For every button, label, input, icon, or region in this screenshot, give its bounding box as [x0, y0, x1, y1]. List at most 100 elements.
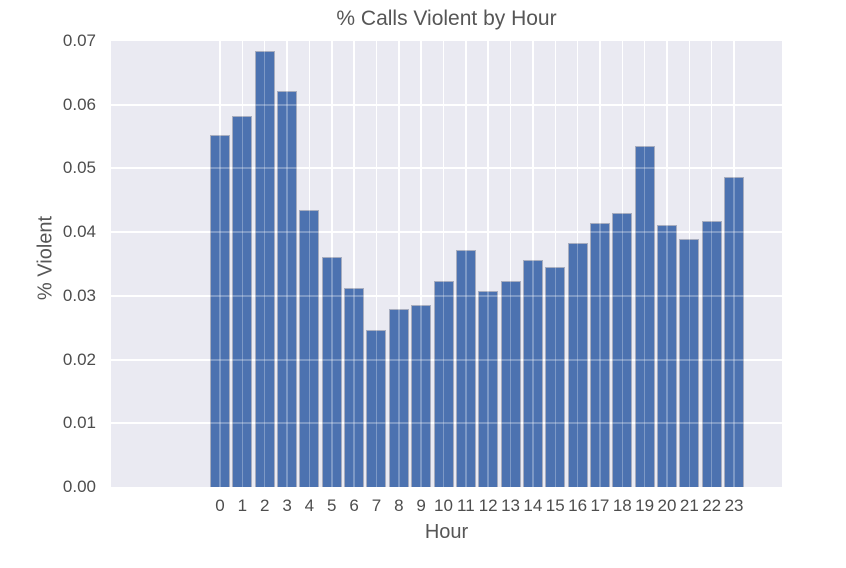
- x-tick-label: 10: [434, 496, 453, 515]
- x-tick-label: 1: [237, 496, 248, 515]
- x-tick-label: 21: [679, 496, 699, 515]
- v-gridline-overlay: [353, 41, 355, 487]
- x-tick-label: 0: [215, 496, 225, 515]
- bar: [455, 249, 476, 487]
- chart-title: % Calls Violent by Hour: [336, 7, 557, 30]
- x-tick-label: 11: [457, 496, 475, 515]
- x-tick-label: 8: [394, 496, 404, 515]
- v-gridline-overlay: [286, 41, 288, 487]
- v-gridline-overlay: [621, 41, 624, 487]
- v-gridline-overlay: [442, 41, 445, 487]
- h-gridline-overlay: [111, 167, 782, 170]
- bar: [500, 280, 521, 487]
- x-tick-label: 13: [501, 496, 521, 515]
- x-tick-label: 15: [545, 496, 565, 515]
- y-tick-label: 0.03: [62, 285, 96, 305]
- bar: [232, 115, 253, 487]
- v-gridline-overlay: [509, 41, 512, 487]
- x-axis-label: Hour: [424, 521, 469, 543]
- v-gridline-overlay: [263, 41, 266, 487]
- v-gridline-overlay: [308, 41, 311, 487]
- bar: [567, 242, 588, 487]
- h-gridline-overlay: [111, 294, 782, 297]
- x-tick-label: 20: [657, 496, 677, 515]
- bar: [634, 146, 655, 487]
- bar: [612, 213, 633, 487]
- bar: [254, 50, 275, 487]
- bar: [478, 290, 499, 487]
- y-tick-label: 0.01: [62, 413, 96, 433]
- bar: [344, 287, 365, 487]
- bar: [299, 210, 320, 487]
- x-tick-label: 23: [724, 496, 744, 515]
- v-gridline-overlay: [710, 41, 713, 487]
- x-tick-label: 3: [282, 496, 292, 515]
- bar: [388, 309, 409, 487]
- v-gridline: [353, 41, 355, 487]
- h-gridline-overlay: [111, 231, 782, 234]
- h-gridline: [111, 231, 782, 234]
- v-gridline-overlay: [331, 41, 333, 487]
- v-gridline-overlay: [420, 41, 422, 487]
- bar: [522, 260, 543, 487]
- v-gridline-overlay: [219, 41, 221, 487]
- h-gridline-overlay: [111, 358, 782, 361]
- y-tick-label: 0.07: [62, 31, 96, 50]
- v-gridline-overlay: [733, 41, 735, 487]
- bar: [366, 330, 387, 487]
- v-gridline-overlay: [576, 41, 579, 487]
- v-gridline-overlay: [532, 41, 534, 487]
- v-gridline-overlay: [688, 41, 691, 487]
- v-gridline-overlay: [241, 41, 244, 487]
- v-gridline-overlay: [554, 41, 556, 487]
- x-tick-label: 18: [612, 496, 632, 515]
- x-tick-label: 9: [416, 496, 426, 515]
- bar: [679, 239, 700, 487]
- v-gridline: [420, 41, 422, 487]
- x-tick-label: 12: [478, 496, 498, 515]
- bar: [545, 267, 566, 487]
- v-gridline: [375, 41, 378, 487]
- v-gridline: [398, 41, 400, 487]
- v-gridline-overlay: [599, 41, 601, 487]
- y-tick-label: 0.06: [62, 94, 96, 114]
- v-gridline-overlay: [465, 41, 467, 487]
- x-tick-label: 14: [523, 496, 543, 515]
- bar: [321, 257, 342, 487]
- bar: [724, 176, 745, 487]
- y-tick-label: 0.02: [62, 349, 96, 369]
- bar: [701, 220, 722, 487]
- bar: [277, 90, 298, 487]
- v-gridline: [554, 41, 556, 487]
- plot-area: [111, 41, 782, 487]
- h-gridline: [111, 103, 782, 106]
- v-gridline-overlay: [398, 41, 400, 487]
- bar: [433, 280, 454, 487]
- y-tick-label: 0.05: [62, 158, 96, 178]
- h-gridline-overlay: [111, 103, 782, 106]
- x-tick-label: 5: [327, 496, 337, 515]
- x-tick-label: 17: [590, 496, 610, 515]
- bar: [657, 225, 677, 487]
- y-tick-label: 0.04: [62, 222, 96, 242]
- h-gridline-overlay: [111, 422, 782, 425]
- v-gridline-overlay: [643, 41, 646, 487]
- x-tick-label: 7: [371, 496, 382, 515]
- x-tick-label: 6: [349, 496, 359, 515]
- x-tick-label: 22: [702, 496, 722, 515]
- bar: [210, 135, 230, 487]
- v-gridline: [487, 41, 489, 487]
- bar: [589, 222, 610, 487]
- x-tick-label: 19: [635, 496, 655, 515]
- x-tick-label: 4: [304, 496, 315, 515]
- v-gridline-overlay: [666, 41, 668, 487]
- v-gridline-overlay: [375, 41, 378, 487]
- v-gridline: [509, 41, 512, 487]
- x-tick-label: 2: [259, 496, 270, 515]
- y-tick-label: 0.00: [62, 477, 96, 496]
- bar: [411, 304, 432, 487]
- v-gridline: [442, 41, 445, 487]
- h-gridline: [111, 167, 782, 170]
- v-gridline-overlay: [487, 41, 489, 487]
